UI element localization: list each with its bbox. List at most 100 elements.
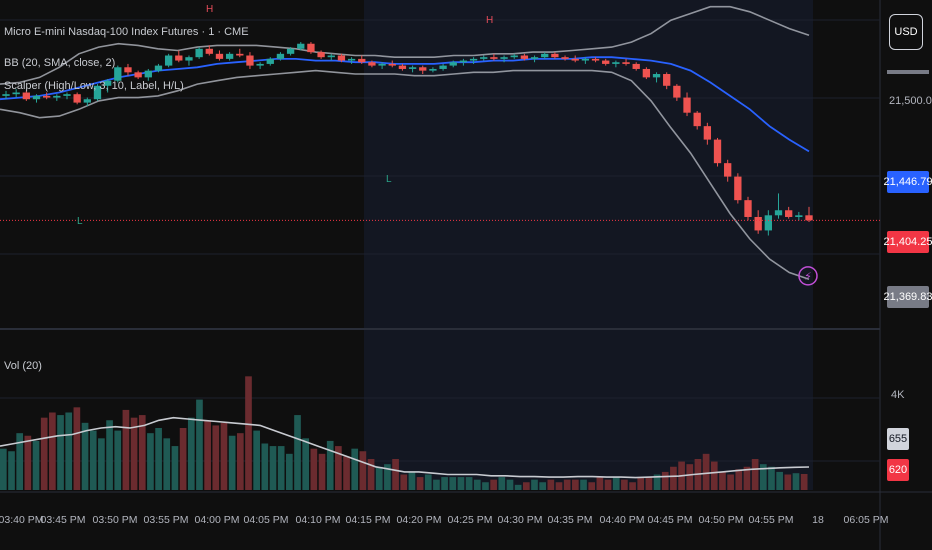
volume-bar xyxy=(612,477,620,490)
candle-body xyxy=(530,57,539,59)
volume-bar xyxy=(253,430,260,490)
volume-bar xyxy=(122,409,130,490)
candle-body xyxy=(337,55,346,61)
instrument-title[interactable]: Micro E-mini Nasdaq-100 Index Futures · … xyxy=(4,26,249,38)
candle-body xyxy=(520,55,529,59)
alert-icon-glyph: ⚡ xyxy=(804,270,812,283)
candle-body xyxy=(134,72,142,78)
candle-body xyxy=(256,63,264,66)
price-level-label: 21,500.00 xyxy=(889,95,932,107)
candle-body xyxy=(124,67,132,73)
volume-bar xyxy=(212,425,220,490)
volume-bar xyxy=(457,477,465,490)
volume-level-label: 4K xyxy=(891,389,905,401)
alert-icon xyxy=(798,266,818,286)
volume-bar xyxy=(563,479,571,490)
candle-body xyxy=(581,58,590,61)
volume-bar xyxy=(670,466,677,490)
volume-bar xyxy=(204,420,211,490)
candle-body xyxy=(185,57,193,61)
time-tick-label: 04:45 PM xyxy=(647,514,693,526)
candle-body xyxy=(2,94,10,96)
volume-bar xyxy=(228,435,236,490)
scalper-legend[interactable]: Scalper (High/Low, 3, 10, Label, H/L) xyxy=(4,80,184,92)
volume-bar xyxy=(751,459,759,490)
candle-body xyxy=(734,176,742,201)
volume-bar xyxy=(580,479,587,490)
volume-bar xyxy=(416,477,424,490)
volume-bar xyxy=(776,471,783,490)
candle-body xyxy=(276,53,285,59)
high-marker: H xyxy=(206,4,214,15)
candle-body xyxy=(439,65,447,69)
volume-bar xyxy=(441,477,448,490)
candle-body xyxy=(93,85,102,100)
volume-bar xyxy=(24,435,32,490)
volume-bar xyxy=(621,479,628,490)
volume-bar xyxy=(277,446,285,490)
candle-body xyxy=(368,62,376,66)
time-tick-label: 04:00 PM xyxy=(194,514,240,526)
currency-button[interactable]: USD xyxy=(889,14,923,50)
volume-last-label: 620 xyxy=(887,459,909,481)
candle-body xyxy=(622,62,630,64)
volume-bar xyxy=(32,440,40,490)
volume-bar xyxy=(710,461,718,490)
candle-body xyxy=(266,58,274,64)
session-background xyxy=(364,0,813,490)
volume-bar xyxy=(351,448,359,490)
candle-body xyxy=(683,97,691,113)
candle-body xyxy=(398,65,407,69)
candle-body xyxy=(774,210,783,216)
vol-legend[interactable]: Vol (20) xyxy=(4,360,42,372)
time-tick-label: 04:35 PM xyxy=(547,514,593,526)
candle-body xyxy=(225,53,234,59)
volume-bar xyxy=(547,479,555,490)
volume-bar xyxy=(343,456,350,490)
candle-body xyxy=(195,48,203,58)
candle-body xyxy=(602,60,610,64)
candle-body xyxy=(246,55,254,66)
candle-body xyxy=(632,63,640,69)
volume-bar xyxy=(98,438,105,490)
volume-bar xyxy=(506,479,514,490)
volume-bar xyxy=(286,453,293,490)
volume-bar xyxy=(555,482,563,490)
bb-legend[interactable]: BB (20, SMA, close, 2) xyxy=(4,57,116,69)
volume-bar xyxy=(408,471,416,490)
time-tick-label: 04:15 PM xyxy=(345,514,391,526)
volume-bar xyxy=(89,430,97,490)
candle-body xyxy=(327,55,335,58)
high-marker: H xyxy=(486,15,494,26)
volume-bar xyxy=(735,469,743,490)
volume-bar xyxy=(8,451,15,490)
volume-bar xyxy=(588,482,596,490)
candle-body xyxy=(449,62,457,66)
volume-bar xyxy=(261,443,269,490)
volume-bar xyxy=(572,479,579,490)
time-tick-label: 04:25 PM xyxy=(447,514,493,526)
candle-body xyxy=(286,48,295,54)
candle-body xyxy=(480,57,488,59)
volume-bar xyxy=(637,477,645,490)
overlays: ⚡ xyxy=(0,219,880,286)
candle-body xyxy=(724,163,732,177)
volume-bar xyxy=(539,482,547,490)
volume-bar xyxy=(400,474,408,490)
candle-body xyxy=(154,65,163,71)
time-tick-label: 03:55 PM xyxy=(143,514,189,526)
bb-lower-line xyxy=(0,69,810,280)
volume-bar xyxy=(114,430,122,490)
volume-bar xyxy=(326,440,334,490)
volume-bar xyxy=(81,422,89,490)
candle-body xyxy=(22,92,30,100)
volume-bar xyxy=(490,479,497,490)
volume-bar xyxy=(236,433,244,490)
volume-bar xyxy=(743,466,751,490)
volume-bar xyxy=(686,464,694,490)
candle-body xyxy=(541,53,549,58)
volume-bar xyxy=(171,446,179,490)
last-price-label: 21,404.25 xyxy=(884,231,932,253)
time-tick-label: 04:10 PM xyxy=(295,514,341,526)
